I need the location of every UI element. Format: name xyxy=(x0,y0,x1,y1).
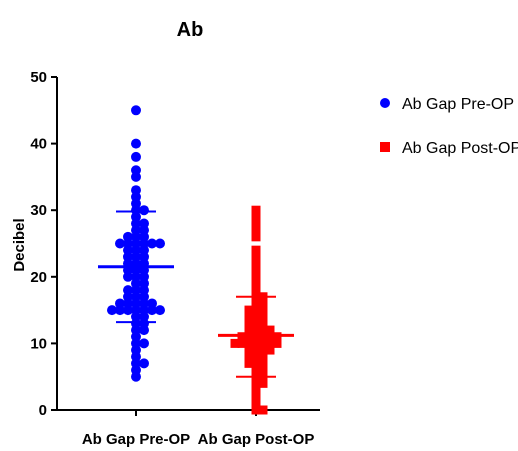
pre-op-point xyxy=(147,238,157,249)
post-op-point xyxy=(244,305,254,315)
legend-marker-pre-op xyxy=(380,98,390,108)
post-op-point xyxy=(237,338,247,348)
pre-op-point xyxy=(147,305,157,316)
mean-sd-bars xyxy=(98,210,294,378)
post-op-point xyxy=(251,252,261,262)
post-op-point xyxy=(265,338,275,348)
y-tick-label: 0 xyxy=(39,402,47,419)
post-op-point xyxy=(258,325,268,335)
pre-op-point xyxy=(155,305,165,316)
post-op-point xyxy=(258,365,268,375)
post-op-point xyxy=(251,265,261,275)
chart-title: Ab xyxy=(177,19,204,41)
post-op-point xyxy=(251,232,261,242)
y-tick-label: 40 xyxy=(30,136,47,153)
post-op-point xyxy=(258,345,268,355)
post-op-point xyxy=(244,352,254,362)
pre-op-point xyxy=(131,171,141,182)
post-op-point xyxy=(251,405,261,415)
post-op-point xyxy=(230,338,240,348)
post-op-point xyxy=(251,219,261,229)
post-op-point xyxy=(251,272,261,282)
y-ticks: 0 10 20 30 40 50 xyxy=(30,69,57,419)
post-op-point xyxy=(258,305,268,315)
post-op-point xyxy=(251,258,261,268)
pre-op-point xyxy=(139,358,149,369)
post-op-point xyxy=(244,325,254,335)
pre-op-point xyxy=(123,305,133,316)
y-tick-label: 20 xyxy=(30,269,47,286)
post-op-point xyxy=(265,345,275,355)
y-tick-label: 50 xyxy=(30,69,47,86)
legend-label: Ab Gap Post-OP xyxy=(402,140,518,157)
pre-op-point xyxy=(131,151,141,162)
post-op-point xyxy=(272,338,282,348)
pre-op-point xyxy=(139,338,149,349)
post-op-point xyxy=(251,225,261,235)
x-ticks: Ab Gap Pre-OP Ab Gap Post-OP xyxy=(82,410,315,448)
post-op-point xyxy=(258,358,268,368)
pre-op-point xyxy=(139,325,149,336)
pre-op-point xyxy=(115,238,125,249)
legend-marker-post-op xyxy=(380,142,390,152)
post-op-point xyxy=(244,312,254,322)
post-op-point xyxy=(258,378,268,388)
post-op-point xyxy=(244,345,254,355)
post-op-point xyxy=(251,385,261,395)
post-op-point xyxy=(244,318,254,328)
y-tick-label: 30 xyxy=(30,202,47,219)
post-op-point xyxy=(251,212,261,222)
post-op-point xyxy=(251,392,261,402)
pre-op-point xyxy=(155,238,165,249)
pre-op-point xyxy=(131,371,141,382)
post-op-point xyxy=(251,205,261,215)
post-op-point xyxy=(258,405,268,415)
pre-op-point xyxy=(131,138,141,149)
legend-label: Ab Gap Pre-OP xyxy=(402,96,514,113)
pre-op-point xyxy=(139,205,149,216)
post-op-point xyxy=(258,318,268,328)
post-op-point xyxy=(251,378,261,388)
post-op-point xyxy=(258,312,268,322)
post-op-point xyxy=(258,338,268,348)
post-op-point xyxy=(251,285,261,295)
y-tick-label: 10 xyxy=(30,335,47,352)
post-op-point xyxy=(251,278,261,288)
post-op-point xyxy=(251,398,261,408)
post-op-point xyxy=(244,358,254,368)
pre-op-point xyxy=(107,305,117,316)
post-op-point xyxy=(251,245,261,255)
x-tick-label: Ab Gap Post-OP xyxy=(198,431,315,448)
post-op-point xyxy=(258,298,268,308)
x-tick-label: Ab Gap Pre-OP xyxy=(82,431,190,448)
post-op-point xyxy=(244,338,254,348)
post-op-point xyxy=(265,325,275,335)
pre-op-point xyxy=(131,105,141,116)
y-axis-label: Decibel xyxy=(11,218,28,271)
legend: Ab Gap Pre-OP Ab Gap Post-OP xyxy=(380,96,518,157)
pre-op-point xyxy=(123,271,133,282)
post-op-point xyxy=(258,352,268,362)
pre-op-point xyxy=(115,305,125,316)
